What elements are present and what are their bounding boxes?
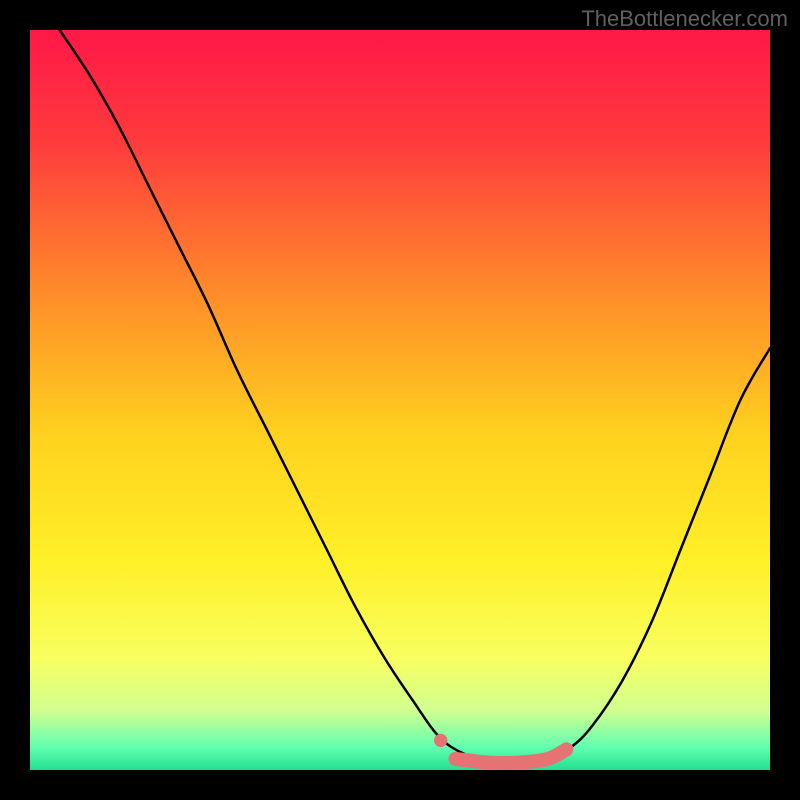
- chart-area: [30, 30, 770, 770]
- optimal-range-start-dot: [434, 734, 447, 747]
- bottleneck-chart: [30, 30, 770, 770]
- watermark-text: TheBottlenecker.com: [581, 6, 788, 32]
